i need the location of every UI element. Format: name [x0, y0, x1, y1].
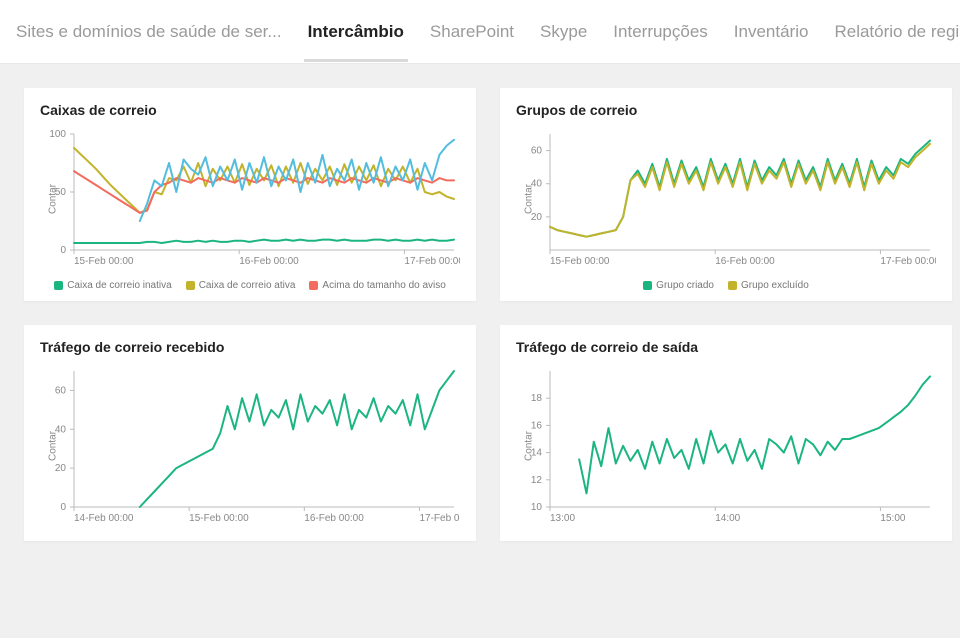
- y-axis-label: Contar: [524, 184, 535, 214]
- legend-item: Caixa de correio ativa: [186, 280, 296, 291]
- tab-bar: Sites e domínios de saúde de ser... Inter…: [0, 0, 960, 64]
- chart-wrap: Contar 05010015-Feb 00:0016-Feb 00:0017-…: [40, 124, 460, 274]
- chart-wrap: Contar 101214161813:0014:0015:00: [516, 361, 936, 531]
- card-mailboxes: Caixas de correio Contar 05010015-Feb 00…: [24, 88, 476, 301]
- svg-text:20: 20: [55, 463, 67, 474]
- svg-text:16-Feb 00:00: 16-Feb 00:00: [715, 256, 775, 267]
- tab-6[interactable]: Relatório de registro: [830, 2, 960, 62]
- tab-3[interactable]: Skype: [536, 2, 591, 62]
- svg-text:12: 12: [531, 475, 543, 486]
- legend-item: Grupo excluído: [728, 280, 809, 291]
- chart-wrap: Contar 20406015-Feb 00:0016-Feb 00:0017-…: [516, 124, 936, 274]
- svg-text:16: 16: [531, 420, 543, 431]
- svg-text:60: 60: [55, 385, 67, 396]
- svg-text:0: 0: [60, 502, 66, 513]
- svg-text:17-Feb 00:00: 17-Feb 00:00: [404, 256, 460, 267]
- svg-text:13:00: 13:00: [550, 513, 575, 524]
- tab-0[interactable]: Sites e domínios de saúde de ser...: [12, 2, 286, 62]
- chart-inbound: 020406014-Feb 00:0015-Feb 00:0016-Feb 00…: [40, 361, 460, 531]
- chart-mailboxes: 05010015-Feb 00:0016-Feb 00:0017-Feb 00:…: [40, 124, 460, 274]
- svg-text:15:00: 15:00: [880, 513, 905, 524]
- legend-item: Acima do tamanho do aviso: [309, 280, 445, 291]
- svg-text:16-Feb 00:00: 16-Feb 00:00: [239, 256, 299, 267]
- y-axis-label: Contar: [524, 431, 535, 461]
- y-axis-label: Contar: [48, 431, 59, 461]
- svg-text:15-Feb 00:00: 15-Feb 00:00: [74, 256, 134, 267]
- card-title: Tráfego de correio de saída: [516, 339, 936, 355]
- svg-text:60: 60: [531, 146, 543, 157]
- legend-item: Caixa de correio inativa: [54, 280, 172, 291]
- svg-text:18: 18: [531, 393, 543, 404]
- svg-text:14-Feb 00:00: 14-Feb 00:00: [74, 513, 134, 524]
- y-axis-label: Contar: [48, 184, 59, 214]
- svg-text:16-Feb 00:00: 16-Feb 00:00: [304, 513, 364, 524]
- svg-text:10: 10: [531, 502, 543, 513]
- tab-2[interactable]: SharePoint: [426, 2, 518, 62]
- legend: Caixa de correio inativa Caixa de correio…: [40, 280, 460, 291]
- legend-item: Grupo criado: [643, 280, 714, 291]
- svg-text:17-Feb 00:00: 17-Feb 00:00: [419, 513, 460, 524]
- tab-5[interactable]: Inventário: [730, 2, 813, 62]
- svg-text:100: 100: [49, 129, 66, 140]
- tab-4[interactable]: Interrupções: [609, 2, 712, 62]
- card-title: Tráfego de correio recebido: [40, 339, 460, 355]
- chart-mailgroups: 20406015-Feb 00:0016-Feb 00:0017-Feb 00:…: [516, 124, 936, 274]
- card-outbound: Tráfego de correio de saída Contar 10 12 1…: [500, 325, 952, 541]
- card-mailgroups: Grupos de correio Contar 20406015-Feb 00…: [500, 88, 952, 301]
- chart-outbound: 101214161813:0014:0015:00: [516, 361, 936, 531]
- svg-text:0: 0: [60, 245, 66, 256]
- tab-1[interactable]: Intercâmbio: [304, 2, 408, 62]
- svg-text:15-Feb 00:00: 15-Feb 00:00: [189, 513, 249, 524]
- card-inbound: Tráfego de correio recebido Contar 02040…: [24, 325, 476, 541]
- svg-text:15-Feb 00:00: 15-Feb 00:00: [550, 256, 610, 267]
- svg-text:14:00: 14:00: [715, 513, 740, 524]
- legend: Grupo criado Grupo excluído: [516, 280, 936, 291]
- card-title: Caixas de correio: [40, 102, 460, 118]
- card-title: Grupos de correio: [516, 102, 936, 118]
- chart-wrap: Contar 020406014-Feb 00:0015-Feb 00:0016…: [40, 361, 460, 531]
- svg-text:17-Feb 00:00: 17-Feb 00:00: [880, 256, 936, 267]
- dashboard-grid: Caixas de correio Contar 05010015-Feb 00…: [0, 64, 960, 565]
